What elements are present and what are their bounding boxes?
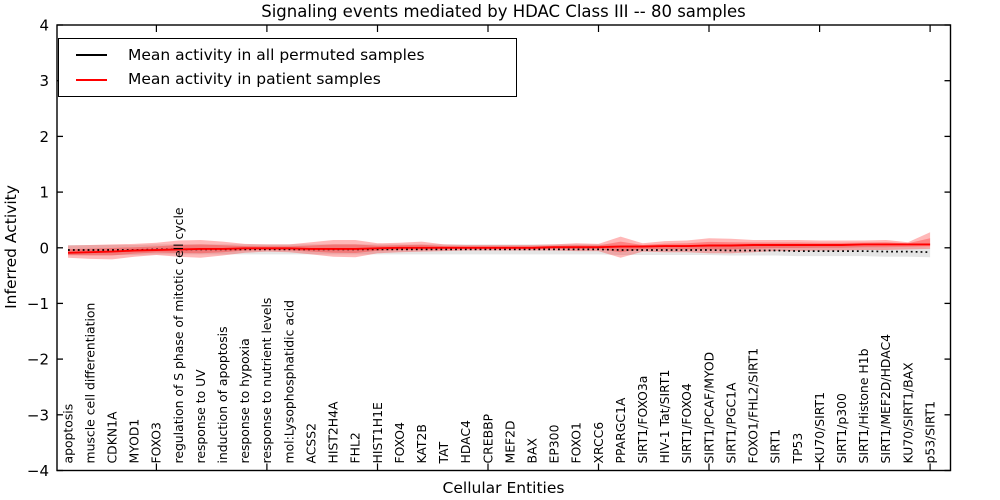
x-category-label: response to UV [193, 369, 208, 464]
x-category-label: SIRT1/FOXO4 [679, 383, 694, 463]
y-tick-label: 0 [39, 239, 49, 257]
y-axis-label: Inferred Activity [2, 185, 20, 309]
x-category-label: mol:Lysophosphatidic acid [281, 300, 296, 464]
legend-label-patient: Mean activity in patient samples [128, 69, 381, 88]
y-tick-label: −3 [27, 406, 49, 424]
legend-entry-permuted: Mean activity in all permuted samples [59, 45, 516, 64]
x-category-label: BAX [525, 438, 540, 464]
x-category-label: FOXO1/FHL2/SIRT1 [746, 348, 761, 464]
x-category-label: regulation of S phase of mitotic cell cy… [171, 207, 186, 463]
x-category-label: p53/SIRT1 [922, 401, 937, 464]
patient-line-swatch [76, 78, 107, 81]
y-tick-label: 4 [39, 17, 49, 35]
y-tick-label: −1 [27, 295, 49, 313]
x-category-label: TP53 [790, 433, 805, 465]
x-category-label: FOXO1 [569, 422, 584, 463]
x-category-label: HIST2H4A [326, 401, 341, 463]
x-axis-label: Cellular Entities [442, 479, 565, 497]
x-category-label: induction of apoptosis [215, 326, 230, 463]
x-category-label: SIRT1/p300 [834, 393, 849, 463]
y-tick-label: 2 [39, 128, 49, 146]
chart-title: Signaling events mediated by HDAC Class … [261, 2, 746, 21]
x-category-label: EP300 [547, 424, 562, 463]
x-category-label: SIRT1/FOXO3a [635, 376, 650, 464]
permuted-line-swatch [76, 54, 107, 57]
x-category-label: FOXO4 [392, 422, 407, 464]
x-category-label: response to nutrient levels [259, 298, 274, 464]
legend: Mean activity in all permuted samples Me… [58, 38, 517, 97]
x-category-label: SIRT1 [768, 429, 783, 464]
y-tick-label: 3 [39, 72, 49, 90]
x-category-label: HDAC4 [458, 420, 473, 464]
x-category-label: FHL2 [348, 432, 363, 463]
x-category-label: KAT2B [414, 424, 429, 463]
x-category-label: XRCC6 [591, 422, 606, 464]
patient-spread-band-outer [68, 232, 931, 260]
x-category-label: ACSS2 [304, 423, 319, 464]
x-category-label: SIRT1/MEF2D/HDAC4 [878, 334, 893, 464]
x-category-label: PPARGC1A [613, 397, 628, 463]
patient-mean-line [67, 243, 931, 254]
x-category-label: KU70/SIRT1/BAX [900, 362, 915, 464]
x-category-label: MYOD1 [127, 419, 142, 464]
x-category-label: SIRT1/PGC1A [723, 382, 738, 463]
x-category-label: MEF2D [502, 420, 517, 463]
x-category-label: response to hypoxia [237, 338, 252, 463]
legend-entry-patient: Mean activity in patient samples [59, 69, 516, 88]
x-category-label: SIRT1/Histone H1b [856, 348, 871, 463]
x-category-label: TAT [436, 441, 451, 464]
y-tick-label: 1 [39, 184, 49, 202]
x-category-label: muscle cell differentiation [82, 303, 97, 464]
x-category-label: CDKN1A [105, 411, 120, 463]
y-tick-label: −2 [27, 351, 49, 369]
x-category-label: FOXO3 [149, 422, 164, 463]
y-tick-label: −4 [27, 462, 49, 480]
x-category-label: CREBBP [480, 413, 495, 463]
x-category-label: apoptosis [60, 404, 75, 464]
x-category-label: KU70/SIRT1 [812, 392, 827, 463]
x-category-label: HIST1H1E [370, 402, 385, 463]
legend-label-permuted: Mean activity in all permuted samples [128, 45, 425, 64]
x-category-label: HIV-1 Tat/SIRT1 [657, 370, 672, 464]
x-category-label: SIRT1/PCAF/MYOD [701, 352, 716, 464]
